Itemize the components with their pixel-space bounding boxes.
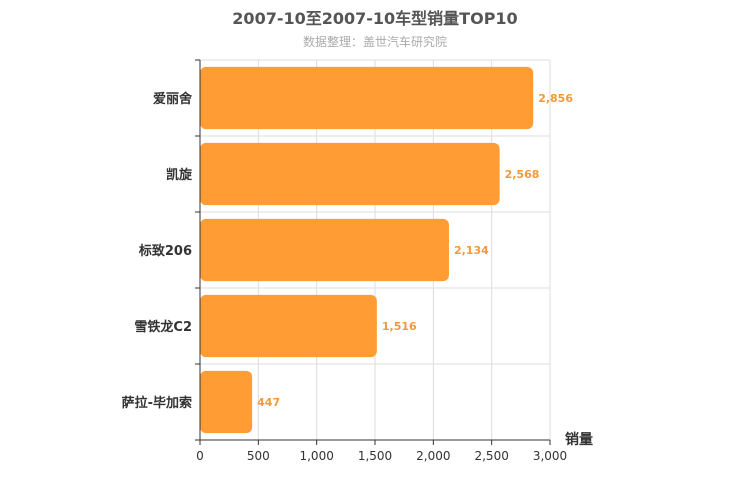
bar	[200, 142, 500, 206]
category-label: 萨拉-毕加索	[122, 395, 192, 411]
category-label: 雪铁龙C2	[134, 319, 192, 335]
x-tick-label: 1,500	[358, 449, 392, 463]
x-tick-label: 2,000	[416, 449, 450, 463]
data-label: 2,856	[538, 92, 573, 105]
x-tick-label: 500	[247, 449, 270, 463]
bar	[200, 370, 253, 434]
category-label: 标致206	[138, 243, 192, 259]
chart-subtitle: 数据整理：盖世汽车研究院	[302, 35, 447, 49]
bars-group	[200, 66, 534, 434]
data-label: 2,568	[505, 168, 540, 181]
category-label: 凯旋	[166, 167, 193, 183]
bar	[200, 66, 534, 130]
x-axis-title: 销量	[565, 431, 593, 448]
chart-title: 2007-10至2007-10车型销量TOP10	[232, 9, 518, 28]
data-label: 447	[257, 396, 280, 409]
bar	[200, 218, 449, 282]
x-tick-label: 0	[196, 449, 204, 463]
data-label: 2,134	[454, 244, 489, 257]
x-tick-label: 3,000	[533, 449, 567, 463]
category-label: 爱丽舍	[153, 91, 193, 107]
bar	[200, 294, 377, 358]
data-label: 1,516	[382, 320, 417, 333]
x-tick-label: 1,000	[299, 449, 333, 463]
axes-group	[195, 59, 551, 445]
x-tick-label: 2,500	[474, 449, 508, 463]
